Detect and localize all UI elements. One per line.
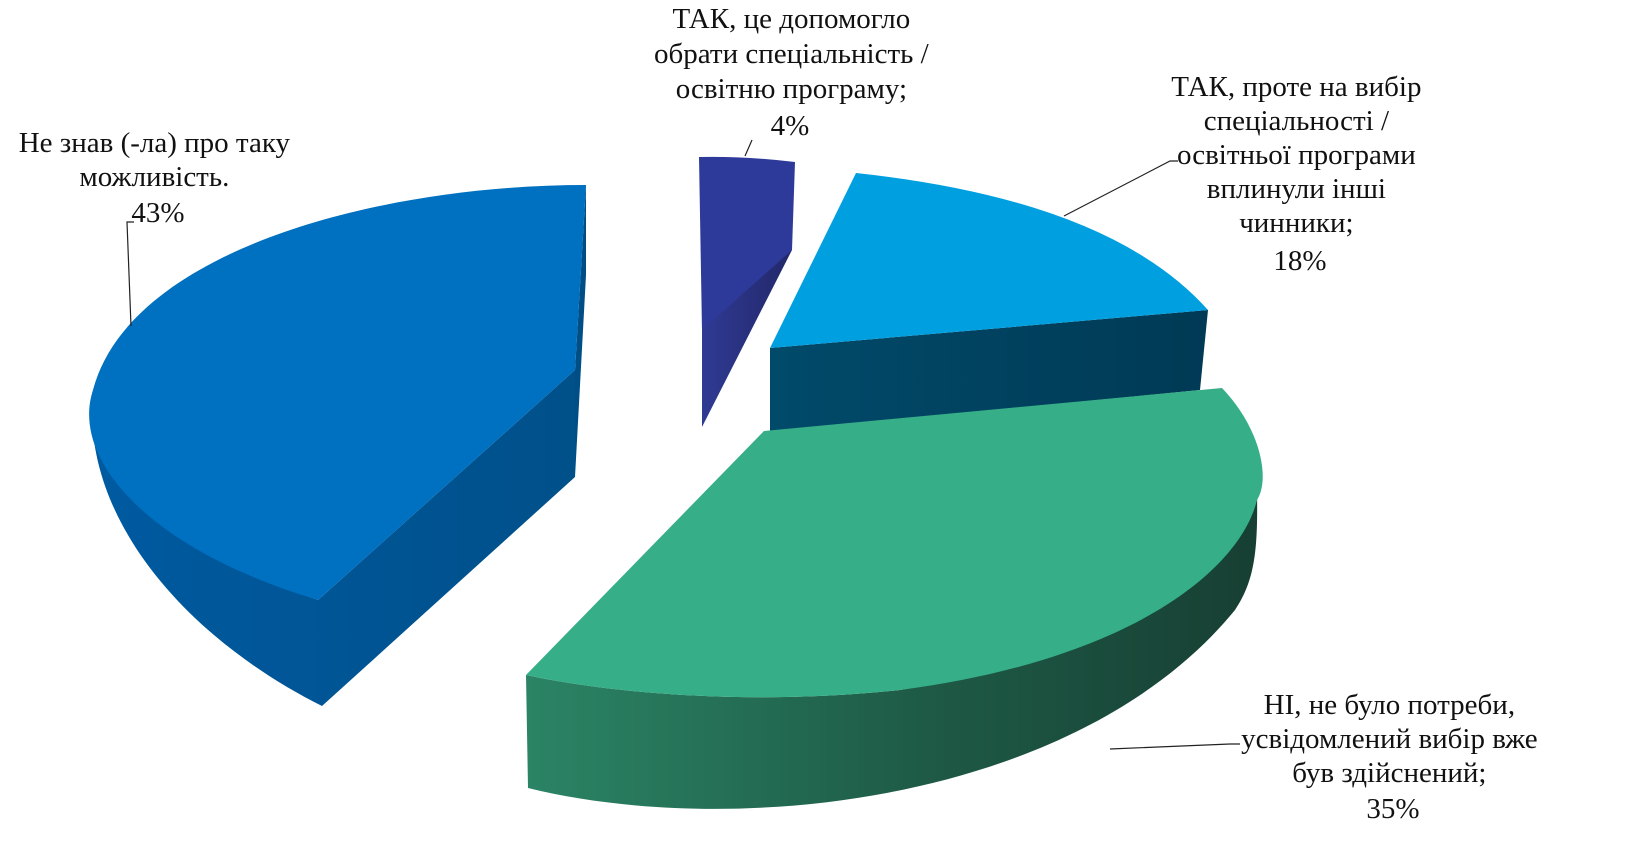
slice-side [91, 370, 575, 706]
data-labels: ТАК, це допомогло обрати спеціальність /… [19, 3, 1545, 825]
label-line: вплинули інші [1207, 173, 1386, 205]
label-line: чинники; [1239, 207, 1353, 239]
slice-top [89, 185, 586, 600]
slice-label-4pct: ТАК, це допомогло обрати спеціальність /… [654, 3, 936, 142]
leader-line-35pct [1109, 743, 1240, 750]
label-line: ТАК, це допомогло [673, 3, 911, 35]
slice-label-35pct: НІ, не було потреби, усвідомлений вибір … [1241, 689, 1545, 825]
label-line: Не знав (-ла) про таку [19, 127, 291, 159]
value-label: 35% [1366, 793, 1419, 825]
value-label: 18% [1273, 245, 1326, 277]
leader-line-43pct [126, 221, 134, 327]
slice-label-18pct: ТАК, проте на вибір спеціальності / осві… [1171, 71, 1428, 277]
leader-lines [126, 139, 1240, 750]
label-line: освітньої програми [1177, 139, 1416, 171]
label-line: ТАК, проте на вибір [1171, 71, 1421, 103]
label-line: НІ, не було потреби, [1264, 689, 1515, 721]
slice-label-43pct: Не знав (-ла) про таку можливість. 43% [19, 127, 298, 229]
pie-slice-4pct [699, 156, 795, 427]
label-line: спеціальності / [1204, 105, 1390, 137]
label-line: можливість. [79, 161, 229, 193]
leader-line-18pct [1063, 160, 1178, 217]
slice-side [526, 490, 1258, 809]
slice-top [699, 156, 795, 330]
slice-top [770, 173, 1208, 348]
label-line: обрати спеціальність / [654, 38, 930, 70]
leader-line-4pct [744, 139, 753, 157]
value-label: 43% [131, 197, 184, 229]
slice-top [526, 388, 1263, 698]
pie-slice-35pct [526, 388, 1263, 809]
pie-slice-18pct [770, 173, 1208, 432]
slice-side [770, 310, 1208, 432]
value-label: 4% [771, 110, 810, 142]
label-line: усвідомлений вибір вже [1241, 723, 1538, 755]
pie-slice-43pct [89, 185, 586, 706]
label-line: був здійснений; [1292, 757, 1486, 789]
label-line: освітню програму; [676, 73, 907, 105]
slice-side-right [575, 185, 586, 477]
